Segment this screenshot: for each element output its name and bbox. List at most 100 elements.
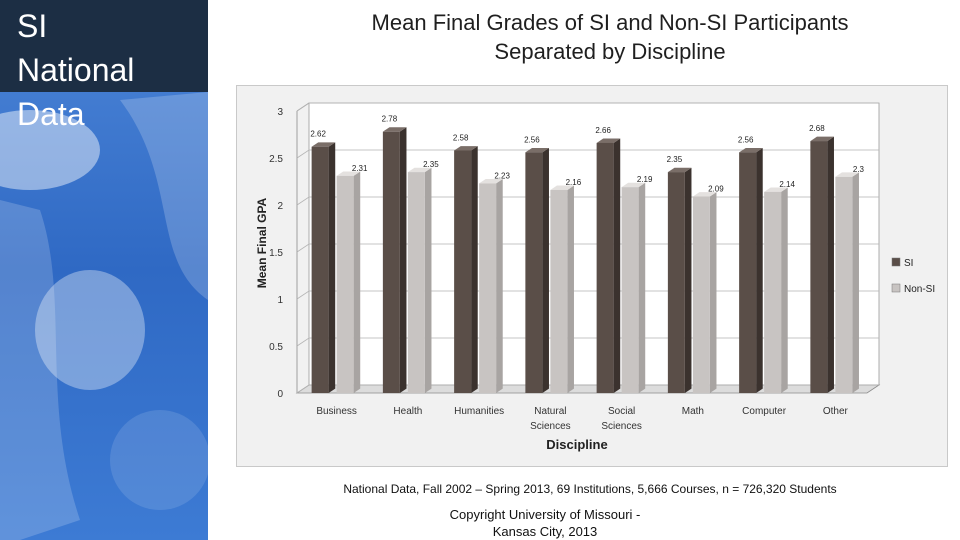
gridline — [296, 149, 879, 159]
bar-top — [311, 142, 336, 147]
bar-top — [621, 182, 646, 188]
data-label: 2.14 — [779, 180, 795, 189]
slide-title-line: SI — [17, 8, 48, 44]
bar-non-si — [407, 172, 425, 393]
bar-side — [709, 192, 717, 393]
data-label: 2.19 — [637, 175, 653, 184]
data-label: 2.58 — [453, 133, 469, 142]
data-label: 2.16 — [566, 178, 582, 187]
bar-side — [424, 167, 432, 393]
bar-top — [382, 127, 407, 132]
x-tick-label: Business — [316, 406, 357, 417]
bar-top — [739, 147, 763, 153]
footnote: National Data, Fall 2002 – Spring 2013, … — [343, 482, 837, 496]
x-axis-label: Discipline — [546, 437, 607, 452]
bar-top — [667, 167, 692, 173]
bar-side — [756, 147, 763, 393]
copyright-notice: Copyright University of Missouri - Kansa… — [430, 506, 660, 540]
bar-top — [764, 187, 788, 192]
bar-si — [525, 152, 543, 393]
bar-side — [567, 185, 574, 393]
bar-si — [810, 141, 828, 393]
y-tick-label: 2 — [277, 201, 283, 212]
bar-top — [810, 136, 834, 142]
x-tick-label: Sciences — [530, 421, 571, 432]
bar-non-si — [621, 187, 639, 393]
x-tick-label: Sciences — [601, 421, 642, 432]
x-tick-label: Math — [682, 406, 704, 417]
data-label: 2.35 — [667, 155, 683, 164]
bar-top — [336, 171, 361, 176]
y-tick-label: 1.5 — [269, 248, 283, 259]
data-label: 2.31 — [352, 164, 368, 173]
data-label: 2.62 — [310, 130, 326, 139]
data-label: 2.3 — [853, 165, 865, 174]
data-label: 2.56 — [524, 135, 540, 144]
bar-side — [542, 147, 549, 393]
bar-si — [596, 142, 614, 393]
x-tick-label: Computer — [742, 406, 787, 417]
bar-si — [382, 131, 400, 393]
bar-top — [550, 185, 574, 190]
gridline — [296, 102, 879, 112]
bar-non-si — [336, 175, 354, 393]
y-tick-label: 3 — [277, 107, 283, 118]
x-tick-label: Natural — [534, 406, 566, 417]
chart-panel: 0 0.5 1 1.5 2 2.5 3 2.62 2.31 Business 2.78 2.35 Hea… — [236, 85, 948, 467]
bar-side — [852, 172, 859, 393]
sidebar-decoration: SI National Data — [0, 0, 208, 540]
bar-non-si — [550, 189, 568, 393]
legend-label: SI — [904, 258, 913, 269]
y-tick-label: 0.5 — [269, 342, 283, 353]
bar-side — [328, 142, 336, 393]
sidebar-pattern — [0, 92, 208, 540]
bar-si — [739, 152, 757, 393]
x-tick-label: Health — [393, 406, 422, 417]
bar-side — [496, 178, 503, 393]
data-label: 2.66 — [595, 126, 611, 135]
copyright-line: Kansas City, 2013 — [492, 524, 598, 539]
data-label: 2.35 — [423, 160, 439, 169]
slide-title-line: Data — [17, 96, 85, 132]
x-tick-label: Humanities — [454, 406, 504, 417]
bar-side — [684, 167, 692, 393]
x-tick-label: Other — [823, 406, 849, 417]
sidebar-header — [0, 0, 208, 92]
bar-top — [525, 147, 549, 153]
bar-si — [311, 146, 329, 393]
data-label: 2.68 — [809, 124, 825, 133]
bar-side — [471, 146, 478, 393]
bar-side — [613, 138, 621, 393]
legend-label: Non-SI — [904, 284, 935, 295]
chart-title-line: Mean Final Grades of SI and Non-SI Parti… — [371, 10, 849, 35]
slide-title-line: National — [17, 52, 135, 88]
data-label: 2.23 — [494, 171, 510, 180]
x-tick-label: Social — [608, 406, 635, 417]
bar-top — [454, 146, 478, 151]
bar-non-si — [764, 191, 782, 393]
y-tick-label: 1 — [277, 295, 283, 306]
bar-side — [399, 127, 407, 393]
legend-swatch — [891, 257, 901, 267]
bar-side — [781, 187, 788, 393]
bar-top — [407, 167, 432, 173]
bar-top — [596, 138, 621, 143]
chart-title: Mean Final Grades of SI and Non-SI Parti… — [300, 8, 920, 66]
legend-swatch — [891, 283, 901, 293]
bar-side — [353, 171, 361, 393]
bar-non-si — [692, 196, 710, 393]
y-tick-label: 2.5 — [269, 154, 283, 165]
bar-top — [835, 172, 859, 177]
bar-si — [454, 150, 472, 393]
bar-top — [479, 178, 503, 184]
bar-top — [692, 192, 717, 197]
copyright-line: Copyright University of Missouri - — [449, 507, 641, 522]
bar-side — [827, 136, 834, 393]
bar-non-si — [835, 176, 853, 393]
y-tick-label: 0 — [277, 389, 283, 400]
chart-title-line: Separated by Discipline — [494, 39, 726, 64]
bar-si — [667, 172, 685, 393]
slide-title: SI National Data — [17, 4, 134, 136]
data-label: 2.09 — [708, 185, 724, 194]
bar-non-si — [479, 183, 497, 393]
